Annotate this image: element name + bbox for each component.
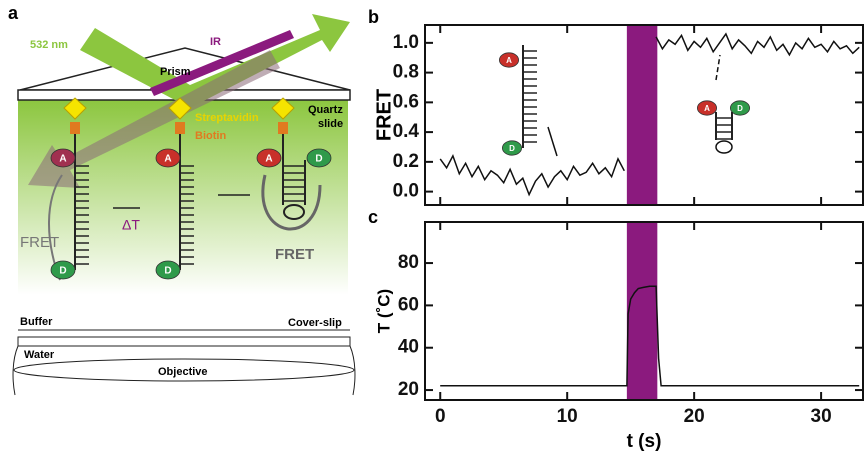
arrow <box>548 127 557 156</box>
cover-slip-label: Cover-slip <box>288 317 342 329</box>
y-tick-label: 60 <box>398 294 419 315</box>
y-tick-label: 0.2 <box>393 151 419 172</box>
dye-label: D <box>509 144 515 153</box>
slide-label: Quartz <box>308 104 343 116</box>
y-tick-label: 0.4 <box>393 121 420 142</box>
y-tick-label: 80 <box>398 252 419 273</box>
fret-label: FRET <box>20 234 59 251</box>
dye-label: A <box>704 104 710 113</box>
x-tick-label: 0 <box>435 406 446 427</box>
y-tick-label: 1.0 <box>393 32 419 53</box>
dye-label: A <box>164 154 171 165</box>
panel-label: a <box>8 3 19 23</box>
buffer-label: Buffer <box>20 316 53 328</box>
fret-label: FRET <box>275 246 314 263</box>
biotin <box>175 122 185 134</box>
biotin <box>278 122 288 134</box>
y-tick-label: 0.0 <box>393 181 419 202</box>
delta-t-label: ΔT <box>122 217 140 233</box>
arrow <box>716 55 720 80</box>
dye-label: A <box>59 154 66 165</box>
panel-label: c <box>368 207 378 227</box>
prism-label: Prism <box>160 66 191 78</box>
dye-label: D <box>59 266 66 277</box>
span <box>627 222 657 400</box>
loop <box>716 141 732 153</box>
y-axis-title: FRET <box>373 89 395 141</box>
streptavidin-label: Streptavidin <box>195 112 259 124</box>
biotin <box>70 122 80 134</box>
slide-label: slide <box>318 118 343 130</box>
y-tick-label: 20 <box>398 379 419 400</box>
beam-label: 532 nm <box>30 39 68 51</box>
x-tick-label: 10 <box>557 406 578 427</box>
y-tick-label: 40 <box>398 337 419 358</box>
dye-label: A <box>265 154 272 165</box>
y-tick-label: 0.6 <box>393 91 419 112</box>
water-label: Water <box>24 349 55 361</box>
biotin-label: Biotin <box>195 130 226 142</box>
beam-label: IR <box>210 36 221 48</box>
dye-label: D <box>737 104 743 113</box>
dye-label: D <box>164 266 171 277</box>
figure: 532 nm IR Prism Quartz slide Streptavidi… <box>0 0 865 454</box>
y-tick-label: 0.8 <box>393 62 419 83</box>
x-axis-title: t (s) <box>627 431 662 452</box>
dye-label: A <box>506 56 512 65</box>
panel-label: b <box>368 7 379 27</box>
objective-label: Objective <box>158 366 208 378</box>
x-tick-label: 20 <box>684 406 705 427</box>
x-tick-label: 30 <box>811 406 832 427</box>
span <box>627 25 657 205</box>
dye-label: D <box>315 154 322 165</box>
y-axis-title: T (˚C) <box>374 289 393 333</box>
cover-slip <box>18 337 350 346</box>
